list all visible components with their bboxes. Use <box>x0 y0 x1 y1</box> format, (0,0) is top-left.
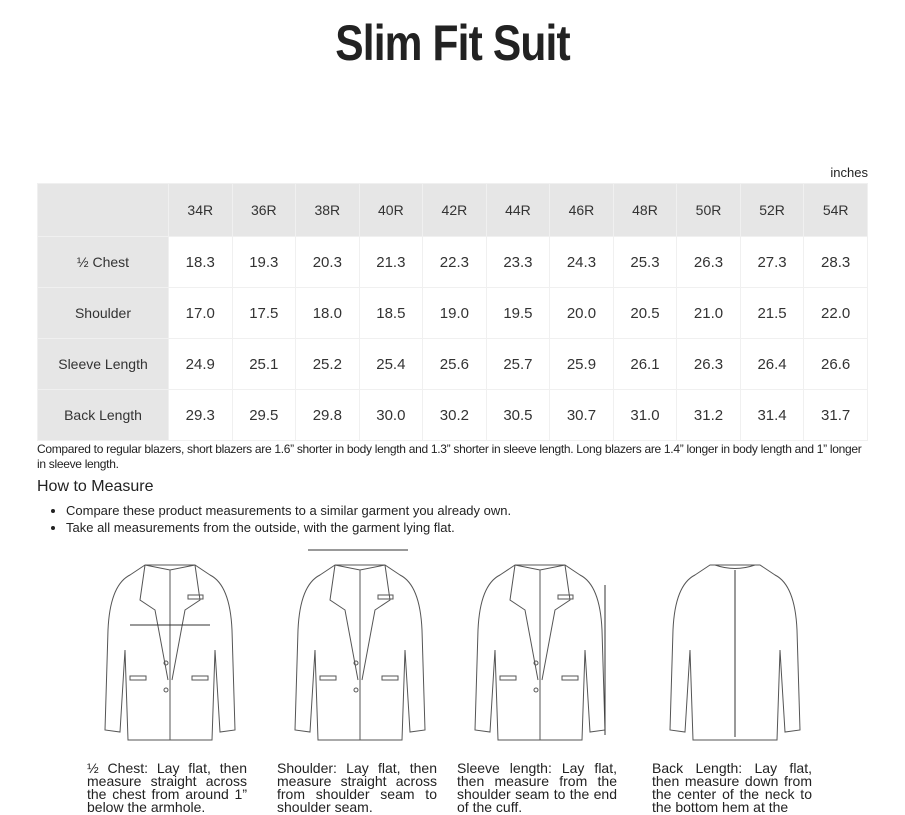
jacket-figure <box>290 540 430 765</box>
cell: 25.3 <box>612 236 678 288</box>
cell: 17.5 <box>231 287 297 339</box>
cell: 19.5 <box>485 287 551 339</box>
cell: 25.7 <box>485 338 551 390</box>
cell: 26.6 <box>803 338 868 390</box>
jacket-diagram-icon <box>669 564 801 741</box>
cell: 22.3 <box>422 236 487 288</box>
size-header: 40R <box>358 183 424 237</box>
cell: 28.3 <box>803 236 868 288</box>
cell: 18.3 <box>168 236 233 288</box>
size-chart-table: 34R 36R 38R 40R 42R 44R 46R 48R 50R 52R 54R ½ Chest… <box>37 183 868 441</box>
measure-caption: Back Length: Lay flat, then measure down… <box>652 760 812 815</box>
jacket-figure <box>100 540 240 765</box>
cell: 25.6 <box>422 338 487 390</box>
cell: 18.5 <box>358 287 424 339</box>
row-label: ½ Chest <box>37 236 169 288</box>
cell: 19.3 <box>231 236 297 288</box>
measure-caption: Sleeve length: Lay flat, then measure fr… <box>457 760 617 815</box>
jacket-figure <box>470 540 610 765</box>
cell: 30.0 <box>358 389 424 441</box>
cell: 31.2 <box>676 389 741 441</box>
cell: 26.1 <box>612 338 678 390</box>
cell: 23.3 <box>485 236 551 288</box>
cell: 25.4 <box>358 338 424 390</box>
how-to-measure-heading: How to Measure <box>37 478 154 495</box>
table-row: Sleeve Length 24.9 25.1 25.2 25.4 25.6 25.7 25.… <box>37 338 868 390</box>
cell: 30.5 <box>485 389 551 441</box>
measure-tips: Compare these product measurements to a … <box>48 502 511 536</box>
cell: 20.3 <box>295 236 360 288</box>
size-header: 48R <box>612 183 678 237</box>
size-header-row: 34R 36R 38R 40R 42R 44R 46R 48R 50R 52R 54R <box>37 183 868 237</box>
cell: 30.7 <box>549 389 614 441</box>
measure-caption: ½ Chest: Lay flat, then measure straight… <box>87 760 247 815</box>
cell: 24.3 <box>549 236 614 288</box>
cell: 29.8 <box>295 389 360 441</box>
cell: 30.2 <box>422 389 487 441</box>
jacket-diagram-icon <box>474 564 606 741</box>
size-header: 36R <box>231 183 297 237</box>
cell: 29.5 <box>231 389 297 441</box>
cell: 20.5 <box>612 287 678 339</box>
cell: 26.3 <box>676 338 741 390</box>
size-header: 46R <box>549 183 614 237</box>
jacket-diagram-icon <box>104 564 236 741</box>
row-label: Sleeve Length <box>37 338 169 390</box>
cell: 21.5 <box>739 287 805 339</box>
size-header: 52R <box>739 183 805 237</box>
cell: 31.0 <box>612 389 678 441</box>
length-note: Compared to regular blazers, short blaze… <box>37 442 862 471</box>
table-row: ½ Chest 18.3 19.3 20.3 21.3 22.3 23.3 24.3 25.3 2… <box>37 236 868 288</box>
cell: 22.0 <box>803 287 868 339</box>
table-row: Back Length 29.3 29.5 29.8 30.0 30.2 30.5 30.7 3… <box>37 389 868 441</box>
cell: 21.3 <box>358 236 424 288</box>
jacket-diagram-icon <box>294 549 426 741</box>
table-row: Shoulder 17.0 17.5 18.0 18.5 19.0 19.5 20.0 20.5… <box>37 287 868 339</box>
size-header: 38R <box>295 183 360 237</box>
cell: 20.0 <box>549 287 614 339</box>
cell: 21.0 <box>676 287 741 339</box>
cell: 25.9 <box>549 338 614 390</box>
unit-label: inches <box>830 165 868 180</box>
cell: 18.0 <box>295 287 360 339</box>
jacket-figure <box>665 540 805 765</box>
size-header: 50R <box>676 183 741 237</box>
page-title: Slim Fit Suit <box>335 15 570 71</box>
cell: 17.0 <box>168 287 233 339</box>
cell: 25.2 <box>295 338 360 390</box>
cell: 26.3 <box>676 236 741 288</box>
size-header: 44R <box>485 183 551 237</box>
size-header: 54R <box>803 183 868 237</box>
size-header: 34R <box>168 183 233 237</box>
cell: 31.7 <box>803 389 868 441</box>
tip: Take all measurements from the outside, … <box>66 519 511 536</box>
size-header: 42R <box>422 183 487 237</box>
measure-caption: Shoulder: Lay flat, then measure straigh… <box>277 760 437 815</box>
cell: 27.3 <box>739 236 805 288</box>
cell: 25.1 <box>231 338 297 390</box>
cell: 29.3 <box>168 389 233 441</box>
cell: 26.4 <box>739 338 805 390</box>
tip: Compare these product measurements to a … <box>66 502 511 519</box>
row-label: Shoulder <box>37 287 169 339</box>
cell: 24.9 <box>168 338 233 390</box>
cell: 19.0 <box>422 287 487 339</box>
row-label: Back Length <box>37 389 169 441</box>
cell: 31.4 <box>739 389 805 441</box>
